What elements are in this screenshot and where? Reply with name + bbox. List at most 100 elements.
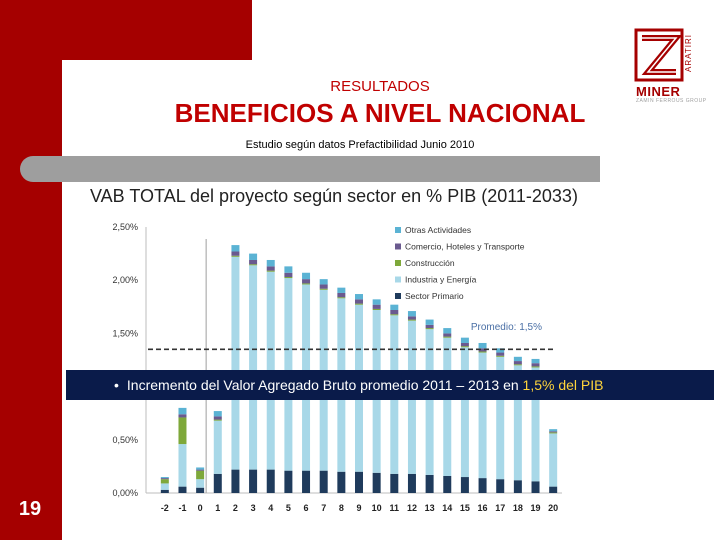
banner-text-main: Incremento del Valor Agregado Bruto prom… — [126, 377, 523, 393]
bar-segment — [513, 364, 522, 366]
bar-segment — [231, 255, 240, 257]
bar-segment — [372, 299, 381, 305]
bar-segment — [284, 266, 293, 273]
bar-segment — [266, 259, 275, 267]
x-tick-label: 14 — [442, 503, 452, 513]
bar-segment — [496, 479, 505, 493]
bar-segment — [196, 469, 205, 471]
bar-segment — [249, 259, 258, 265]
x-tick-label: 7 — [321, 503, 326, 513]
bar-segment — [249, 469, 258, 493]
legend-swatch — [395, 293, 401, 299]
legend-entry: Otras Actividades — [405, 225, 471, 235]
x-tick-label: 10 — [372, 503, 382, 513]
bar-segment — [425, 474, 434, 493]
bar-segment — [337, 292, 346, 298]
bar-segment — [478, 478, 487, 493]
bar-segment — [231, 245, 240, 252]
section-kicker: RESULTADOS — [330, 78, 430, 95]
bar-segment — [355, 471, 363, 493]
bar-segment — [284, 272, 293, 278]
bar-segment — [160, 489, 169, 493]
bar-segment — [531, 363, 540, 367]
legend-entry: Industria y Energía — [405, 275, 477, 285]
red-side-band — [0, 0, 62, 540]
bar-segment — [372, 308, 381, 310]
legend-entry: Comercio, Hoteles y Transporte — [405, 242, 525, 252]
bar-segment — [355, 303, 363, 305]
bar-segment — [160, 477, 169, 479]
x-tick-label: 17 — [495, 503, 505, 513]
x-tick-label: 13 — [425, 503, 435, 513]
bar-segment — [549, 429, 558, 432]
bar-segment — [213, 420, 222, 474]
bar-segment — [302, 279, 311, 284]
bar-segment — [443, 337, 452, 476]
bar-segment — [213, 473, 222, 493]
x-tick-label: 15 — [460, 503, 470, 513]
chart-title: VAB TOTAL del proyecto según sector en %… — [90, 186, 578, 206]
bar-segment — [213, 411, 222, 417]
x-tick-label: 5 — [286, 503, 291, 513]
bar-segment — [443, 475, 452, 493]
bar-segment — [178, 486, 187, 493]
logo-subtext: ZAMIN FERROUS GROUP — [636, 98, 707, 104]
bar-segment — [390, 309, 399, 315]
banner-text: • Incremento del Valor Agregado Bruto pro… — [114, 370, 603, 400]
x-tick-label: 0 — [198, 503, 203, 513]
bar-segment — [513, 480, 522, 493]
bar-segment — [531, 366, 540, 368]
x-tick-label: 8 — [339, 503, 344, 513]
bar-segment — [496, 348, 505, 353]
bar-segment — [319, 284, 328, 289]
bar-segment — [496, 352, 505, 356]
bar-segment — [249, 264, 258, 266]
bar-segment — [531, 481, 540, 493]
y-tick-label: 0,50% — [112, 435, 138, 445]
x-tick-label: 1 — [215, 503, 220, 513]
bar-segment — [407, 316, 416, 320]
highlight-banner: • Incremento del Valor Agregado Bruto pro… — [66, 370, 714, 400]
bar-segment — [319, 279, 328, 285]
bar-segment — [513, 356, 522, 362]
x-tick-label: -1 — [178, 503, 186, 513]
bar-segment — [425, 319, 434, 325]
bar-segment — [460, 477, 469, 493]
page-subtitle: Estudio según datos Prefactibilidad Juni… — [245, 139, 475, 151]
y-tick-label: 0,00% — [112, 488, 138, 498]
bar-segment — [337, 297, 346, 299]
bar-segment — [355, 294, 363, 300]
legend-swatch — [395, 276, 401, 283]
bar-segment — [390, 304, 399, 310]
banner-bullet: • — [114, 377, 119, 393]
bar-segment — [460, 346, 469, 348]
bar-segment — [372, 304, 381, 309]
bar-segment — [160, 478, 169, 480]
bar-segment — [196, 470, 205, 480]
bar-segment — [407, 319, 416, 321]
bar-segment — [266, 266, 275, 271]
legend-entry: Construcción — [405, 258, 455, 268]
bar-segment — [549, 433, 558, 487]
miner-logo-icon — [634, 28, 684, 82]
x-tick-label: 9 — [356, 503, 361, 513]
bar-segment — [337, 287, 346, 293]
bar-segment — [372, 472, 381, 493]
x-tick-label: 2 — [233, 503, 238, 513]
y-tick-label: 2,50% — [112, 222, 138, 232]
bar-segment — [231, 469, 240, 493]
bar-segment — [178, 444, 187, 487]
bar-segment — [549, 431, 558, 433]
bar-segment — [478, 348, 487, 352]
x-tick-label: 4 — [268, 503, 273, 513]
bar-segment — [196, 487, 205, 493]
bar-segment — [178, 407, 187, 415]
logo-wordmark: MINER — [636, 84, 681, 99]
bar-segment — [196, 467, 205, 470]
bar-segment — [213, 419, 222, 421]
x-tick-label: 3 — [251, 503, 256, 513]
bar-segment — [196, 479, 205, 488]
bar-segment — [284, 277, 293, 279]
bar-segment — [407, 311, 416, 317]
bar-segment — [425, 329, 434, 475]
